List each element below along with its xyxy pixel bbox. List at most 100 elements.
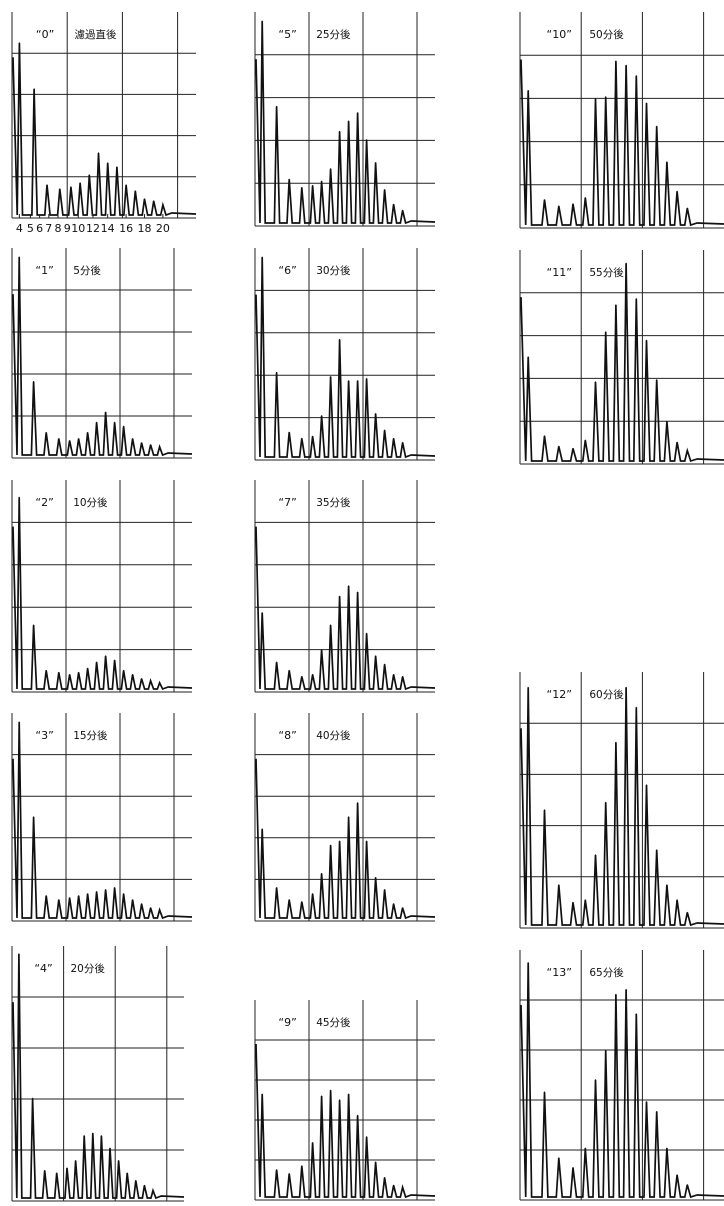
peak-point <box>126 1172 128 1174</box>
time-label: 25分後 <box>316 28 351 41</box>
peak-point <box>686 1184 688 1186</box>
peak-point <box>46 184 48 186</box>
chromatogram-trace <box>520 962 724 1199</box>
peak-point <box>330 168 332 170</box>
peak-point <box>676 441 678 443</box>
peak-point <box>45 669 47 672</box>
peak-point <box>261 828 263 830</box>
peak-point <box>100 1135 102 1137</box>
peak-point <box>162 204 164 206</box>
panel-grid <box>254 12 435 227</box>
peak-point <box>330 844 332 846</box>
peak-point <box>615 741 617 744</box>
sample-label: “3” <box>35 729 53 742</box>
peak-point <box>134 190 136 192</box>
peak-point <box>527 962 529 964</box>
peak-point <box>276 661 278 663</box>
peak-point <box>123 893 125 895</box>
peak-point <box>141 442 143 444</box>
peak-point <box>605 1050 607 1052</box>
peak-point <box>125 184 127 186</box>
x-tick-label: 16 <box>119 222 133 235</box>
peak-point <box>96 891 98 893</box>
peak-point <box>97 152 100 154</box>
peak-point <box>261 20 263 22</box>
peak-point <box>572 1167 574 1169</box>
peak-point <box>366 378 368 380</box>
peak-point <box>261 612 263 614</box>
peak-point <box>357 112 359 114</box>
peak-point <box>58 899 60 901</box>
peak-point <box>594 98 597 100</box>
peak-point <box>348 816 350 818</box>
peak-point <box>366 840 368 842</box>
peak-point <box>141 903 143 905</box>
chromatogram-trace <box>255 1043 436 1199</box>
peak-point <box>301 676 303 678</box>
peak-point <box>70 186 72 188</box>
chromatogram-panel-3: “3” 15分後 <box>11 713 193 922</box>
peak-point <box>666 884 668 886</box>
peak-point <box>635 298 637 300</box>
peak-point <box>312 1142 314 1144</box>
peak-point <box>312 435 314 437</box>
chromatogram-panel-8: “8” 40分後 <box>254 713 436 922</box>
sample-label: “2” <box>35 496 53 509</box>
x-tick-label: 6 <box>36 222 43 235</box>
peak-point <box>402 676 404 678</box>
peak-point <box>366 139 368 141</box>
peak-point <box>656 1111 658 1113</box>
peak-point <box>357 380 359 382</box>
peak-point <box>18 496 20 498</box>
chromatogram-trace <box>520 59 724 227</box>
peak-point <box>261 1093 263 1095</box>
peak-point <box>135 1180 137 1182</box>
time-label: 50分後 <box>589 28 624 41</box>
peak-point <box>312 893 314 895</box>
peak-point <box>656 125 658 127</box>
peak-point <box>96 661 98 663</box>
peak-point <box>69 897 71 899</box>
peak-point <box>123 669 125 672</box>
x-tick-label: 8 <box>55 222 62 235</box>
chromatogram-trace <box>12 257 193 457</box>
panel-grid <box>519 672 724 929</box>
peak-point <box>150 444 152 446</box>
peak-point <box>152 1189 154 1192</box>
time-label: 5分後 <box>73 264 101 277</box>
peak-point <box>375 162 377 164</box>
peak-point <box>375 1161 377 1163</box>
chromatogram-panel-12: “12” 60分後 <box>519 672 724 929</box>
peak-point <box>645 784 648 786</box>
panel-grid <box>11 248 192 459</box>
chromatogram-trace <box>12 953 185 1200</box>
x-tick-label: 5 <box>27 222 34 235</box>
peak-point <box>543 435 546 437</box>
peak-point <box>321 1095 323 1097</box>
peak-point <box>348 120 350 122</box>
peak-point <box>44 1170 46 1172</box>
panel-grid <box>254 1000 435 1201</box>
peak-point <box>118 1160 120 1162</box>
peak-point <box>321 873 323 875</box>
panel-grid <box>254 480 435 693</box>
peak-point <box>33 816 35 818</box>
x-tick-label: 10 <box>71 222 85 235</box>
peak-point <box>107 162 109 164</box>
time-label: 65分後 <box>589 966 624 979</box>
peak-point <box>666 420 668 423</box>
peak-point <box>676 899 678 901</box>
peak-point <box>159 909 161 911</box>
peak-point <box>276 371 278 374</box>
peak-point <box>18 953 20 955</box>
x-tick-label: 4 <box>16 222 23 235</box>
peak-point <box>261 256 263 258</box>
peak-point <box>321 180 323 182</box>
chromatogram-trace <box>255 526 436 691</box>
peak-point <box>339 130 341 133</box>
peak-point <box>123 425 125 427</box>
peak-point <box>635 706 637 709</box>
peak-point <box>301 901 303 903</box>
peak-point <box>87 667 89 670</box>
peak-point <box>402 209 404 212</box>
